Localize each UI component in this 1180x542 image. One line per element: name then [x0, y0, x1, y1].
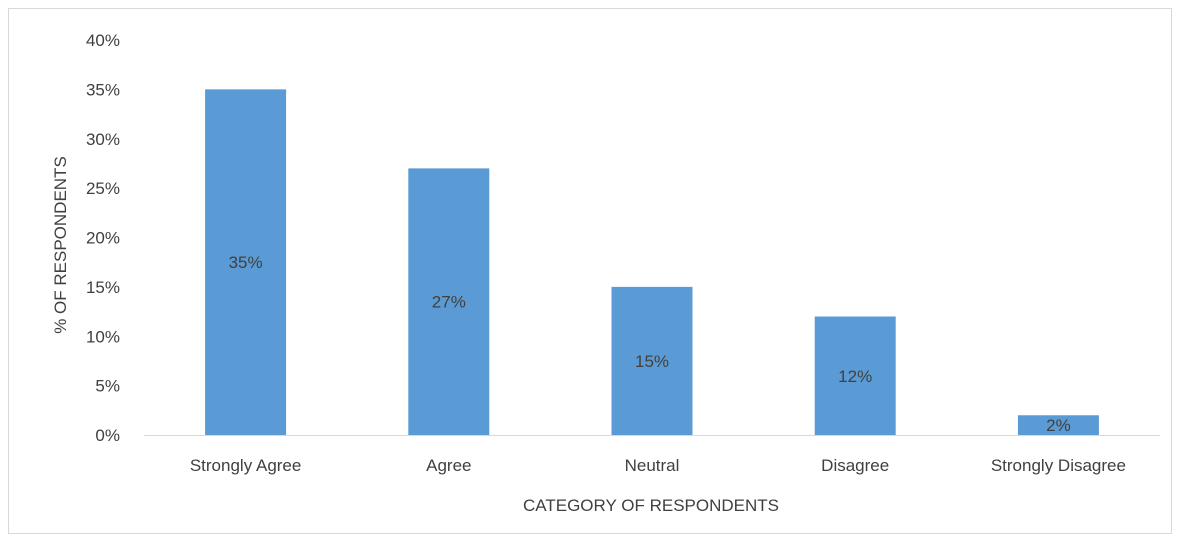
bar [611, 286, 693, 435]
x-tick-label: Agree [426, 456, 471, 475]
y-tick-label: 25% [86, 179, 120, 198]
x-axis-title: CATEGORY OF RESPONDENTS [523, 496, 779, 515]
y-tick-label: 15% [86, 278, 120, 297]
y-tick-label: 35% [86, 80, 120, 99]
bar [1017, 415, 1099, 435]
chart-frame [8, 8, 1172, 534]
bar [814, 316, 896, 435]
x-tick-label: Strongly Disagree [991, 456, 1126, 475]
x-tick-label: Strongly Agree [190, 456, 302, 475]
y-tick-label: 20% [86, 229, 120, 248]
y-axis-tick-labels: 0% 5% 10% 15% 20% 25% 30% 35% 40% [86, 31, 120, 445]
data-label: 12% [838, 367, 872, 386]
data-labels: 35% 27% 15% 12% 2% [229, 253, 1071, 435]
data-label: 2% [1046, 416, 1071, 435]
y-tick-label: 0% [95, 426, 120, 445]
bar [408, 168, 490, 435]
y-tick-label: 30% [86, 130, 120, 149]
bar [205, 89, 287, 435]
data-label: 15% [635, 352, 669, 371]
x-axis-tick-labels: Strongly Agree Agree Neutral Disagree Strong… [190, 456, 1126, 475]
x-tick-label: Disagree [821, 456, 889, 475]
y-axis-title: % OF RESPONDENTS [51, 156, 70, 334]
y-tick-label: 40% [86, 31, 120, 50]
x-tick-label: Neutral [625, 456, 680, 475]
y-tick-label: 5% [95, 377, 120, 396]
data-label: 27% [432, 293, 466, 312]
bars-group [205, 89, 1099, 435]
data-label: 35% [229, 253, 263, 272]
y-tick-label: 10% [86, 327, 120, 346]
